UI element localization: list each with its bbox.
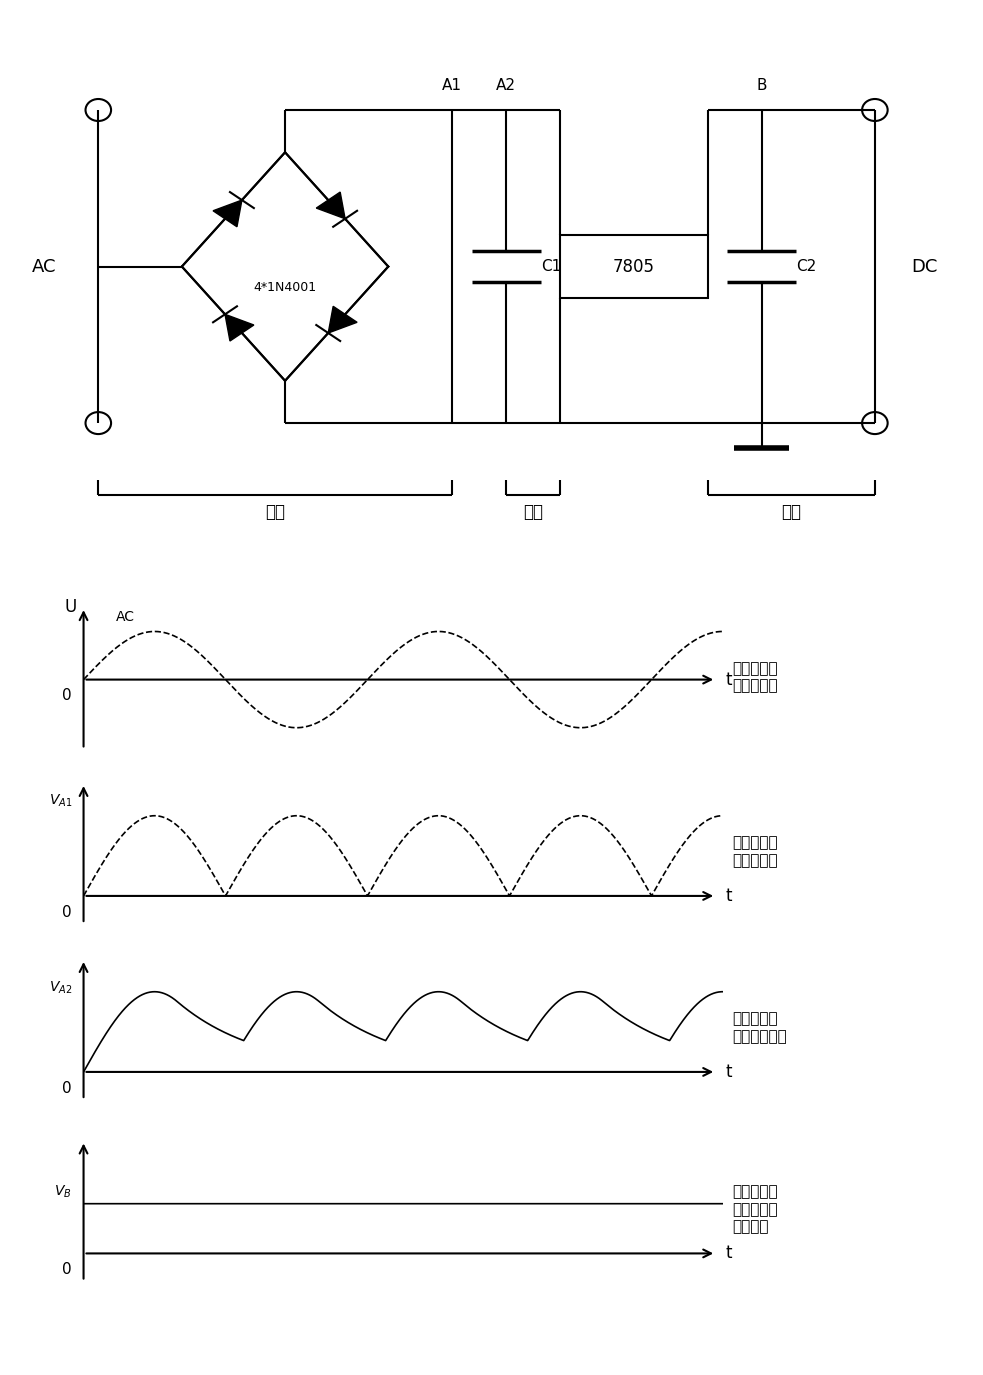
Text: t: t [725,887,732,905]
Polygon shape [182,153,388,381]
Text: t: t [725,1244,732,1262]
Text: 稳压: 稳压 [781,503,801,521]
Polygon shape [213,201,242,227]
Text: 经过稳压后
输出的直流
电压波形: 经过稳压后 输出的直流 电压波形 [732,1184,778,1235]
Text: 0: 0 [63,689,72,703]
Text: $V_B$: $V_B$ [54,1184,72,1200]
Polygon shape [317,193,345,219]
FancyBboxPatch shape [560,235,708,298]
Text: C2: C2 [796,258,817,274]
Text: 0: 0 [63,1081,72,1096]
Polygon shape [328,307,357,333]
Text: $V_{A2}$: $V_{A2}$ [49,979,72,996]
Text: 未经过滤波
前电压波形: 未经过滤波 前电压波形 [732,836,778,868]
Text: A1: A1 [442,78,462,94]
Text: t: t [725,1063,732,1081]
Text: 滤波: 滤波 [523,503,544,521]
Polygon shape [225,315,254,341]
Text: 工频交流电
压输入波形: 工频交流电 压输入波形 [732,661,778,693]
Text: 7805: 7805 [613,257,655,275]
Text: A2: A2 [496,78,516,94]
Text: C1: C1 [541,258,561,274]
Text: AC: AC [32,257,56,275]
Text: U: U [65,598,77,616]
Text: $V_{A1}$: $V_{A1}$ [49,793,72,810]
Text: DC: DC [911,257,937,275]
Text: 经过电容滤
波后电压波形: 经过电容滤 波后电压波形 [732,1012,787,1044]
Text: 0: 0 [63,905,72,920]
Text: 4*1N4001: 4*1N4001 [254,282,317,294]
Text: 0: 0 [63,1262,72,1277]
Text: AC: AC [116,609,135,623]
Text: B: B [757,78,767,94]
Text: 整流: 整流 [265,503,285,521]
Text: t: t [725,671,732,689]
